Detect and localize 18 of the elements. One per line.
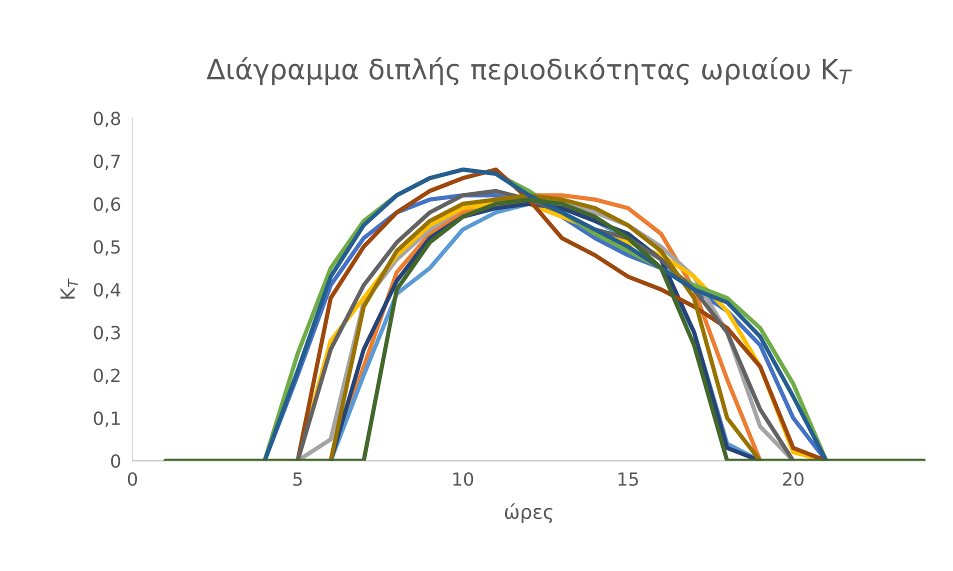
x-tick-label: 5: [293, 472, 302, 486]
x-tick-label: 10: [453, 472, 474, 486]
y-tick-label: 0,3: [94, 326, 120, 342]
y-tick-label: 0,4: [94, 282, 120, 298]
x-tick-label: 15: [618, 472, 638, 486]
x-tick-label: 20: [783, 472, 804, 486]
y-tick-label: 0,1: [94, 411, 120, 427]
x-axis-title: ώρες: [504, 503, 552, 523]
y-tick-label: 0,5: [94, 240, 120, 256]
y-tick-label: 0,6: [94, 197, 120, 213]
line-series: [163, 197, 926, 461]
chart-title: Διάγραμμα διπλής περιοδικότητας ωριαίου K$_{T}$: [206, 57, 852, 86]
y-tick-label: 0,2: [94, 368, 120, 384]
y-tick-label: 0,7: [94, 154, 120, 170]
y-tick-label: 0: [111, 454, 120, 468]
y-tick-label: 0,8: [94, 112, 120, 128]
x-tick-label: 0: [128, 472, 138, 486]
y-axis-title: K$_{T}$: [60, 278, 78, 299]
